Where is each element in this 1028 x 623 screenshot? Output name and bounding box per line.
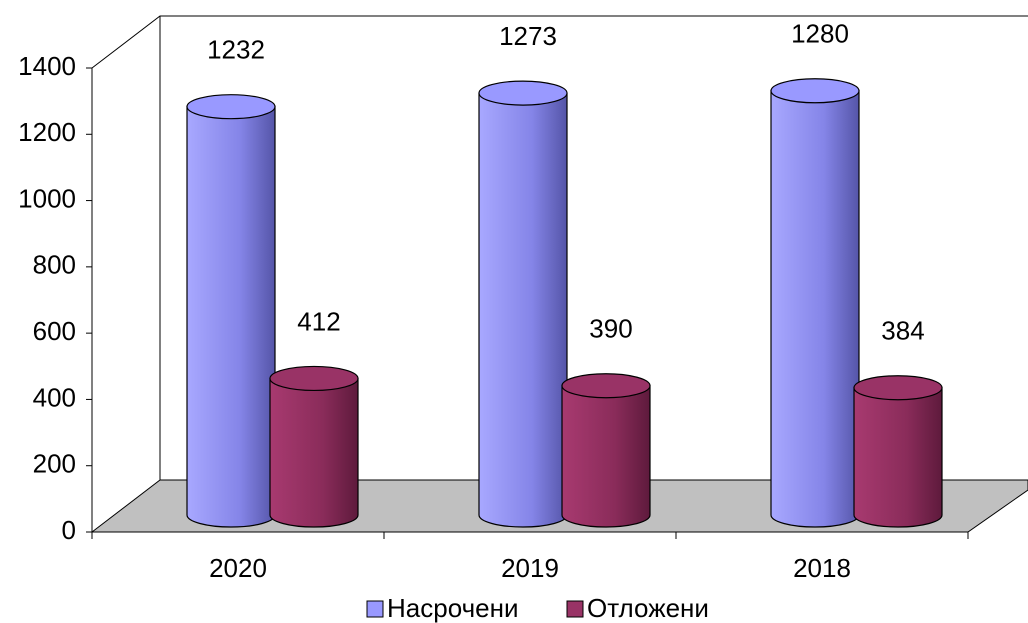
cylinder-top (478, 80, 568, 106)
data-label: 412 (297, 306, 340, 336)
legend-label: Отложени (587, 593, 709, 623)
data-label: 1280 (791, 19, 849, 49)
y-tick-label: 1400 (18, 51, 76, 81)
cylinder-body (561, 385, 651, 528)
cylinder (561, 373, 651, 528)
cylinder (269, 365, 359, 528)
data-label: 1273 (499, 21, 557, 51)
y-tick-label: 200 (33, 449, 76, 479)
cylinder-top (853, 375, 943, 401)
y-tick-label: 1200 (18, 117, 76, 147)
x-tick-label: 2020 (209, 553, 267, 583)
legend-swatch (366, 600, 384, 618)
legend-label: Насрочени (387, 593, 518, 623)
y-tick-label: 800 (33, 250, 76, 280)
cylinder-body (853, 387, 943, 528)
cylinder-top (561, 373, 651, 399)
cylinder (186, 94, 276, 528)
y-tick-label: 400 (33, 382, 76, 412)
y-tick-label: 600 (33, 316, 76, 346)
cylinder (853, 375, 943, 528)
data-label: 384 (881, 316, 924, 346)
x-tick-label: 2018 (793, 553, 851, 583)
cylinder-body (186, 106, 276, 528)
legend-swatch (566, 600, 584, 618)
cylinder (478, 80, 568, 528)
cylinder-top (269, 365, 359, 392)
data-label: 1232 (207, 35, 265, 65)
y-tick-label: 1000 (18, 183, 76, 213)
cylinder-top (186, 94, 276, 120)
cylinder-body (478, 92, 568, 528)
cylinder-top (770, 78, 860, 104)
data-label: 390 (589, 314, 632, 344)
cylinder-body (770, 90, 860, 528)
cylinder (770, 78, 860, 528)
x-tick-label: 2019 (501, 553, 559, 583)
y-tick-label: 0 (62, 515, 76, 545)
cylinder-body (269, 377, 359, 528)
